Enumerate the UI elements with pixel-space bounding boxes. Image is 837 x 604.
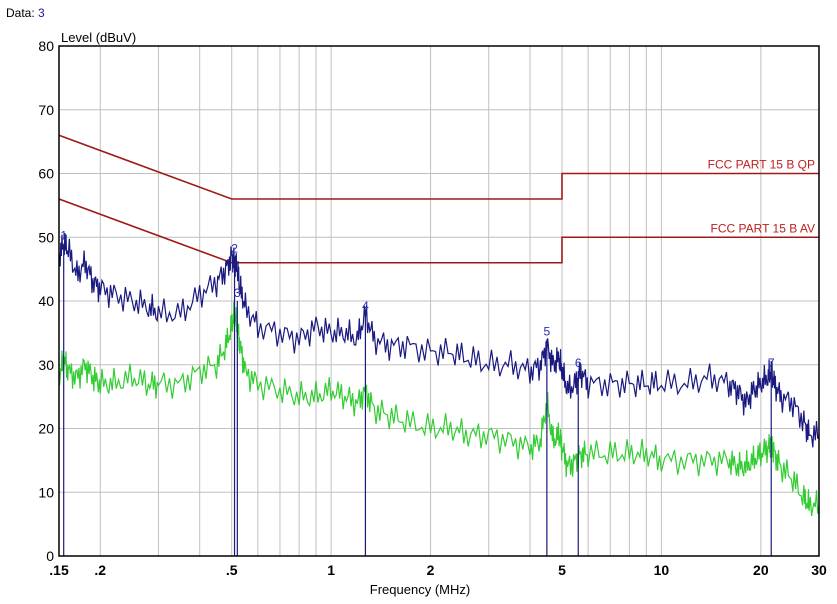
limit-line bbox=[58, 134, 819, 200]
markers: 1 2 3 4 5 6 7 bbox=[60, 229, 775, 556]
limit-line bbox=[58, 198, 819, 264]
y-tick-label: 0 bbox=[46, 548, 54, 564]
y-tick-label: 60 bbox=[38, 166, 54, 182]
y-tick-label: 70 bbox=[38, 102, 54, 118]
x-tick-label: .2 bbox=[94, 562, 106, 578]
data-label: Data: bbox=[6, 6, 35, 20]
y-tick-label: 80 bbox=[38, 38, 54, 54]
x-tick-label: .15 bbox=[49, 562, 69, 578]
axis-ticks: 0 10 20 30 40 50 60 70 80 .15 .2 .5 1 2 5 10 20 30 bbox=[38, 38, 827, 578]
x-tick-label: .5 bbox=[226, 562, 238, 578]
x-tick-label: 10 bbox=[654, 562, 670, 578]
y-tick-label: 20 bbox=[38, 421, 54, 437]
y-tick-label: 50 bbox=[38, 229, 54, 245]
x-tick-label: 30 bbox=[811, 562, 827, 578]
grid bbox=[59, 46, 819, 556]
marker-label: 1 bbox=[60, 229, 67, 243]
series-line bbox=[58, 233, 820, 448]
marker-label: 3 bbox=[234, 286, 241, 300]
y-axis-label: Level (dBuV) bbox=[61, 30, 136, 45]
y-tick-label: 10 bbox=[38, 484, 54, 500]
x-tick-label: 2 bbox=[427, 562, 435, 578]
data-value: 3 bbox=[38, 6, 45, 20]
data-header: Data: 3 bbox=[6, 6, 45, 20]
plot-frame bbox=[58, 45, 820, 557]
series-line bbox=[58, 301, 820, 517]
limit-label: FCC PART 15 B AV bbox=[711, 221, 815, 235]
marker-label: 6 bbox=[575, 356, 582, 370]
marker-label: 4 bbox=[362, 299, 369, 313]
series-lines bbox=[58, 233, 820, 517]
limit-label: FCC PART 15 B QP bbox=[708, 158, 815, 172]
y-tick-label: 40 bbox=[38, 293, 54, 309]
x-tick-label: 20 bbox=[753, 562, 769, 578]
marker-label: 5 bbox=[544, 324, 551, 338]
y-tick-label: 30 bbox=[38, 357, 54, 373]
x-axis-label: Frequency (MHz) bbox=[370, 582, 470, 597]
limit-lines: FCC PART 15 B QP FCC PART 15 B AV bbox=[58, 134, 819, 264]
marker-label: 7 bbox=[768, 356, 775, 370]
marker-label: 2 bbox=[231, 241, 238, 255]
x-tick-label: 1 bbox=[327, 562, 335, 578]
x-tick-label: 5 bbox=[558, 562, 566, 578]
